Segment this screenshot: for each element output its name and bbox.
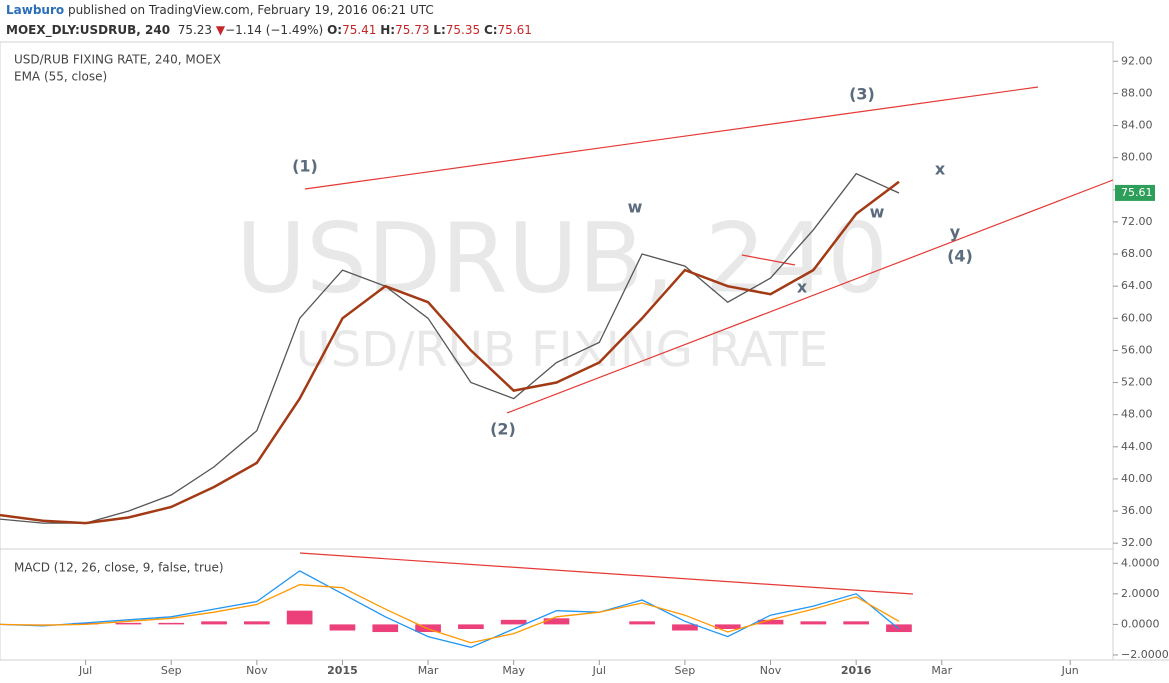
watermark-title: USD/RUB FIXING RATE	[296, 322, 829, 378]
trend-line	[299, 552, 914, 595]
y-tick-label: 84.00	[1121, 119, 1153, 132]
change: −1.14 (−1.49%)	[225, 23, 324, 37]
last: 75.23	[177, 23, 213, 37]
y-tick-label: 0.0000	[1121, 617, 1160, 630]
wave-label: (2)	[490, 420, 516, 439]
histogram-bar	[843, 621, 869, 625]
low-label: L:	[433, 23, 446, 37]
y-tick-label: 48.00	[1121, 408, 1153, 421]
y-tick-label: 56.00	[1121, 343, 1153, 356]
histogram-bar	[543, 618, 570, 625]
histogram-bar	[372, 624, 399, 633]
y-tick-label: 44.00	[1121, 440, 1153, 453]
open: 75.41	[342, 23, 377, 37]
close: 75.61	[497, 23, 532, 37]
y-tick-label: 40.00	[1121, 472, 1153, 485]
y-tick-label: 2.0000	[1121, 587, 1160, 600]
price-tag-bg	[1115, 184, 1155, 201]
wave-label: y	[950, 223, 961, 242]
wave-label: w	[628, 198, 643, 217]
histogram-bar	[800, 621, 827, 625]
histogram-bar	[286, 610, 313, 625]
close-label: C:	[483, 23, 498, 37]
x-tick-label: Jun	[1061, 664, 1079, 677]
watermark: USDRUB, 240 USD/RUB FIXING RATE	[236, 202, 888, 378]
x-tick-label: 2015	[327, 664, 358, 677]
y-tick-label: 68.00	[1121, 247, 1153, 260]
wave-label: (4)	[947, 247, 973, 266]
legend-price: USD/RUB FIXING RATE, 240, MOEX	[14, 53, 221, 67]
x-tick-label: 2016	[841, 664, 872, 677]
wave-label: w	[870, 203, 885, 222]
histogram-bar	[201, 621, 227, 625]
y-tick-label: 52.00	[1121, 376, 1153, 389]
published: published on TradingView.com, February 1…	[67, 3, 434, 17]
y-tick-label: 60.00	[1121, 311, 1153, 324]
high-label: H:	[380, 23, 396, 37]
x-tick-label: Jul	[78, 664, 92, 677]
x-tick-label: May	[502, 664, 525, 677]
y-tick-label: 36.00	[1121, 504, 1153, 517]
ema-line	[0, 180, 900, 525]
trend-lines	[299, 86, 1114, 595]
histogram-bar	[329, 624, 356, 631]
x-tick-label: Sep	[675, 664, 696, 677]
histogram-bar	[714, 624, 741, 629]
x-tick-label: Nov	[246, 664, 268, 677]
y-tick-label: −2.0000	[1121, 648, 1169, 661]
open-label: O:	[327, 23, 343, 37]
series-line	[0, 584, 900, 644]
y-tick-label: 88.00	[1121, 86, 1153, 99]
histogram-bar	[244, 621, 270, 625]
y-tick-label: 4.0000	[1121, 556, 1160, 569]
arrow: ▼	[215, 23, 226, 37]
trend-line	[506, 179, 1114, 414]
histogram-bar	[458, 624, 484, 629]
trend-line	[741, 254, 796, 266]
x-tick-label: Nov	[760, 664, 782, 677]
histogram-bar	[115, 622, 142, 625]
y-tick-label: 64.00	[1121, 279, 1153, 292]
x-tick-label: Mar	[931, 664, 952, 677]
high: 75.73	[395, 23, 430, 37]
histogram-bar	[757, 619, 784, 625]
y-tick-label: 72.00	[1121, 215, 1153, 228]
header: Lawburo published on TradingView.com, Fe…	[6, 0, 532, 40]
pane-frame	[0, 41, 1114, 661]
histogram-bar	[500, 619, 527, 625]
wave-label: x	[797, 278, 808, 297]
legend-macd: MACD (12, 26, close, 9, false, true)	[14, 561, 224, 575]
symbol: MOEX_DLY:USDRUB, 240	[6, 23, 171, 37]
histogram-bar	[72, 622, 99, 625]
y-tick-label: 92.00	[1121, 54, 1153, 67]
publish-line: Lawburo published on TradingView.com, Fe…	[6, 0, 532, 20]
histogram-bar	[629, 621, 655, 625]
histogram-bar	[672, 624, 698, 631]
histogram-bar	[415, 624, 441, 633]
x-tick-label: Mar	[418, 664, 439, 677]
price-tag: 75.61	[1121, 186, 1153, 199]
x-tick-label: Sep	[161, 664, 182, 677]
author: Lawburo	[6, 3, 65, 17]
wave-label: x	[935, 160, 946, 179]
trend-line	[304, 86, 1039, 190]
y-tick-label: 32.00	[1121, 536, 1153, 549]
wave-label: (3)	[849, 85, 875, 104]
histogram-bar	[158, 622, 185, 625]
wave-label: (1)	[292, 157, 318, 176]
quote-line: MOEX_DLY:USDRUB, 240 75.23 ▼−1.14 (−1.49…	[6, 20, 532, 40]
legend-ema: EMA (55, close)	[14, 70, 107, 84]
y-tick-label: 80.00	[1121, 151, 1153, 164]
x-tick-label: Jul	[592, 664, 606, 677]
low: 75.35	[445, 23, 481, 37]
watermark-symbol: USDRUB, 240	[236, 202, 888, 314]
